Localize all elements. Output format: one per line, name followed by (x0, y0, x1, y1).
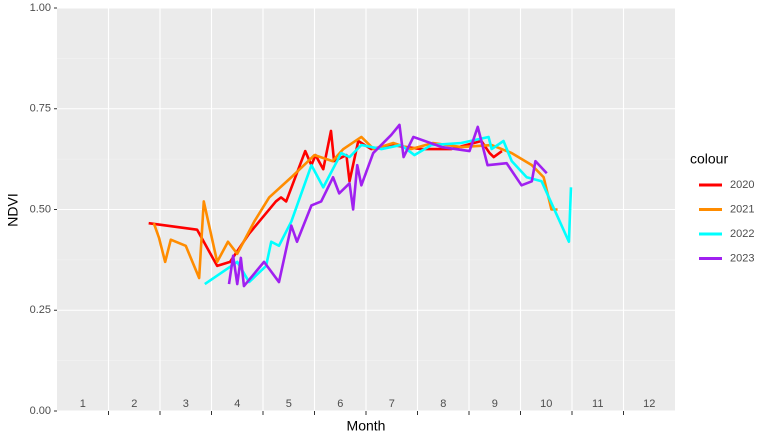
y-tick-label: 0.75 (30, 103, 51, 115)
series-line (227, 123, 548, 288)
x-tick-label: 6 (337, 398, 343, 410)
legend-label: 2021 (730, 203, 754, 215)
x-tick-label: 9 (492, 398, 498, 410)
x-tick-label: 3 (183, 398, 189, 410)
lines (148, 123, 573, 288)
x-tick-label: 4 (234, 398, 240, 410)
x-tick-label: 7 (389, 398, 395, 410)
series-line (204, 135, 573, 286)
series-line (152, 135, 558, 280)
x-axis-label: Month (347, 418, 386, 434)
legend-label: 2023 (730, 252, 754, 264)
x-tick-label: 2 (131, 398, 137, 410)
legend-label: 2020 (730, 179, 754, 191)
legend-title: colour (690, 151, 728, 167)
y-tick-label: 0.25 (30, 304, 51, 316)
x-tick-label: 12 (643, 398, 655, 410)
x-tick-label: 10 (540, 398, 552, 410)
x-tick-label: 5 (286, 398, 292, 410)
grid (54, 7, 675, 415)
y-tick-label: 1.00 (30, 2, 51, 14)
y-axis-label: NDVI (5, 193, 21, 226)
legend: 2020 2021 2022 2023 (699, 179, 754, 264)
x-tick-label: 8 (440, 398, 446, 410)
labels: 0.000.250.500.751.001 2 3 4 5 6 7 8 9 10 11 12 (30, 2, 656, 417)
x-tick-label: 11 (592, 398, 603, 410)
y-tick-label: 0.00 (30, 405, 51, 417)
x-tick-label: 1 (80, 398, 86, 410)
y-tick-label: 0.50 (30, 203, 51, 215)
legend-label: 2022 (730, 228, 754, 240)
